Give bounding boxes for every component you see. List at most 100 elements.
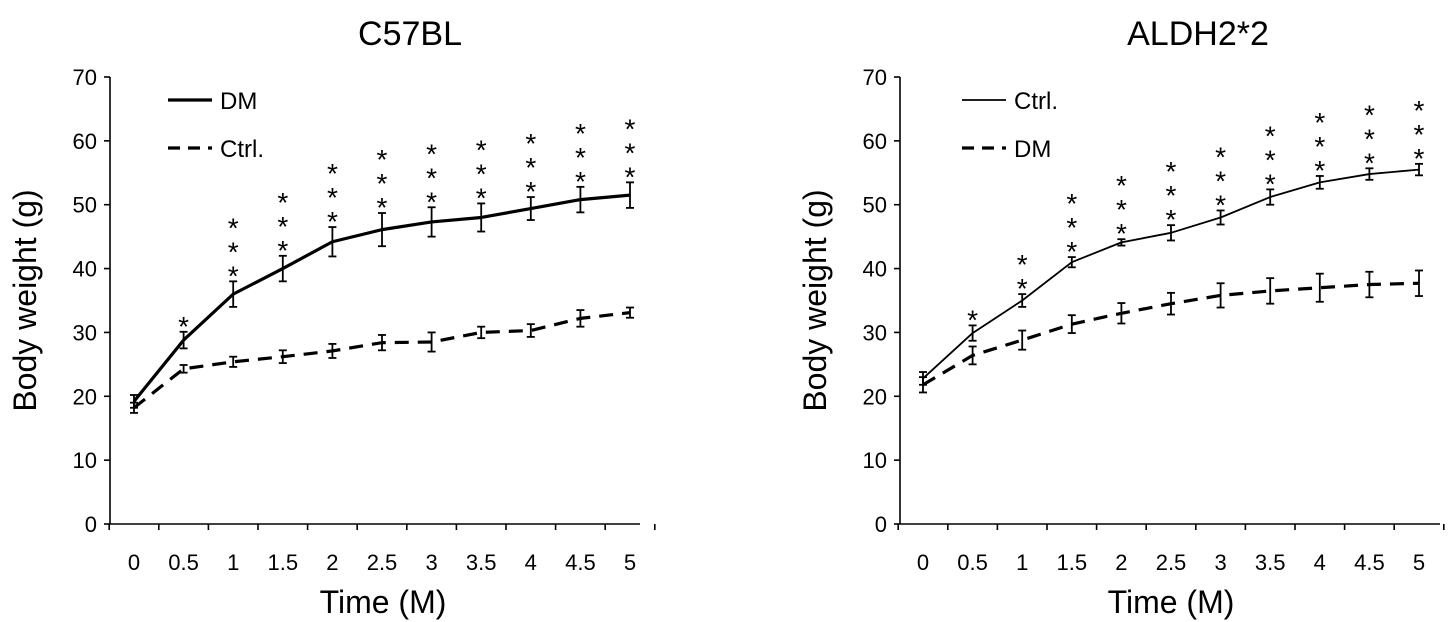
x-tick-label: 4 [1314, 550, 1326, 575]
x-tick-label: 3 [1214, 550, 1226, 575]
x-axis-label: Time (M) [320, 584, 447, 620]
significance-star: * [476, 158, 487, 189]
y-tick-label: 70 [863, 65, 887, 90]
significance-star: * [1314, 107, 1325, 138]
significance-star: * [967, 304, 978, 335]
series-line-1 [133, 311, 631, 410]
panel-c57bl: C57BL 0 10 20 30 40 50 60 70 0 0.5 1 1.5 2 2.5 3 3.5 4 4.5… [7, 15, 656, 620]
x-tick-label: 3.5 [466, 550, 497, 575]
significance-star: * [1265, 144, 1276, 175]
y-tick-label: 0 [875, 512, 887, 537]
significance-star: * [228, 260, 239, 291]
significance-star: * [1265, 168, 1276, 199]
significance-star: * [1066, 188, 1077, 219]
significance-star: * [476, 182, 487, 213]
x-tick-label: 0 [128, 550, 140, 575]
significance-star: * [1215, 141, 1226, 172]
significance-star: * [1066, 236, 1077, 267]
significance-star: * [178, 311, 189, 342]
significance-star: * [1116, 194, 1127, 225]
chart-title: C57BL [358, 15, 462, 53]
significance-star: * [1364, 99, 1375, 130]
significance-star: * [625, 161, 636, 192]
y-tick-label: 40 [73, 257, 97, 282]
x-tick-label: 3 [425, 550, 437, 575]
x-tick-label: 3.5 [1255, 550, 1286, 575]
significance-star: * [1314, 131, 1325, 162]
significance-star: * [1017, 273, 1028, 304]
significance-star: * [1215, 165, 1226, 196]
x-tick-label: 2.5 [1156, 550, 1187, 575]
y-tick-label: 70 [73, 65, 97, 90]
significance-star: * [476, 134, 487, 165]
y-tick-label: 0 [85, 512, 97, 537]
x-tick-label: 4.5 [1354, 550, 1385, 575]
x-tick-label: 4 [525, 550, 537, 575]
x-tick-label: 2 [326, 550, 338, 575]
significance-star: * [228, 212, 239, 243]
significance-star: * [1414, 95, 1425, 126]
significance-star: * [277, 235, 288, 266]
significance-star: * [525, 176, 536, 207]
significance-star: * [525, 128, 536, 159]
significance-star: * [1066, 212, 1077, 243]
legend-label: DM [220, 88, 257, 115]
significance-star: * [1116, 170, 1127, 201]
significance-star: * [327, 158, 338, 189]
x-tick-label: 1.5 [1057, 550, 1088, 575]
chart-title: ALDH2*2 [1127, 15, 1269, 53]
x-tick-label: 4.5 [565, 550, 596, 575]
x-tick-label: 1 [227, 550, 239, 575]
significance-star: * [327, 182, 338, 213]
significance-star: * [426, 186, 437, 217]
x-tick-label: 2.5 [367, 550, 398, 575]
significance-star: * [1116, 218, 1127, 249]
y-tick-label: 40 [863, 257, 887, 282]
x-tick-label: 0.5 [168, 550, 199, 575]
significance-star: * [426, 138, 437, 169]
significance-star: * [1414, 143, 1425, 174]
significance-star: * [228, 236, 239, 267]
significance-star: * [1215, 189, 1226, 220]
significance-star: * [1017, 249, 1028, 280]
significance-star: * [1364, 123, 1375, 154]
y-tick-label: 60 [863, 129, 887, 154]
significance-star: * [377, 144, 388, 175]
significance-star: * [1166, 156, 1177, 187]
significance-star: * [377, 192, 388, 223]
y-tick-label: 30 [73, 320, 97, 345]
significance-star: * [1265, 120, 1276, 151]
significance-star: * [625, 113, 636, 144]
significance-star: * [575, 166, 586, 197]
x-tick-label: 5 [624, 550, 636, 575]
significance-star: * [277, 211, 288, 242]
significance-star: * [1166, 204, 1177, 235]
y-tick-label: 50 [863, 193, 887, 218]
significance-star: * [277, 187, 288, 218]
y-tick-label: 60 [73, 129, 97, 154]
significance-star: * [377, 168, 388, 199]
significance-star: * [625, 137, 636, 168]
significance-star: * [1364, 147, 1375, 178]
significance-star: * [1314, 155, 1325, 186]
y-axis-label: Body weight (g) [797, 189, 833, 411]
x-tick-label: 5 [1413, 550, 1425, 575]
x-tick-label: 0 [917, 550, 929, 575]
legend-label: Ctrl. [1014, 88, 1058, 115]
significance-star: * [1166, 180, 1177, 211]
legend-label: Ctrl. [220, 136, 264, 163]
y-axis-label: Body weight (g) [7, 189, 43, 411]
y-tick-label: 30 [863, 320, 887, 345]
significance-star: * [1414, 119, 1425, 150]
x-axis-label: Time (M) [1108, 584, 1235, 620]
significance-star: * [575, 118, 586, 149]
x-tick-label: 1.5 [268, 550, 299, 575]
x-tick-label: 0.5 [957, 550, 988, 575]
y-tick-label: 10 [73, 448, 97, 473]
x-tick-label: 2 [1115, 550, 1127, 575]
y-tick-label: 50 [73, 193, 97, 218]
legend-label: DM [1014, 136, 1051, 163]
significance-star: * [575, 142, 586, 173]
y-tick-label: 10 [863, 448, 887, 473]
